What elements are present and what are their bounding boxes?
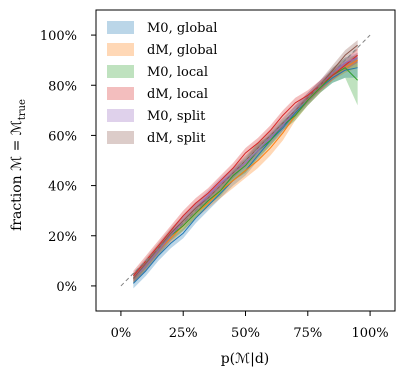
x-axis-ticks: 0% 25% 50% 75% 100% <box>111 311 389 341</box>
series-band-4 <box>133 52 358 284</box>
legend: M0, global dM, global M0, local dM, local M0… <box>107 21 217 146</box>
legend-label: dM, global <box>147 43 217 58</box>
legend-label: M0, local <box>147 65 208 80</box>
y-tick-label: 40% <box>48 180 77 195</box>
legend-label: M0, global <box>147 21 217 36</box>
legend-swatch <box>107 87 134 100</box>
x-tick-label: 100% <box>351 326 388 341</box>
series-band-1 <box>133 52 358 284</box>
y-tick-label: 20% <box>48 230 77 245</box>
y-tick-label: 0% <box>56 280 77 295</box>
legend-swatch <box>107 109 134 122</box>
y-tick-label: 60% <box>48 129 77 144</box>
y-axis-label-main: fraction ℳ = ℳ <box>9 120 25 231</box>
series-band-5 <box>133 40 358 284</box>
series-band-2 <box>133 55 358 284</box>
reference-line <box>120 34 371 287</box>
legend-swatch <box>107 131 134 144</box>
x-tick-label: 50% <box>231 326 260 341</box>
series-band-0 <box>133 57 358 289</box>
x-tick-label: 75% <box>293 326 322 341</box>
legend-label: dM, local <box>147 87 208 102</box>
legend-swatch <box>107 21 134 34</box>
x-tick-label: 0% <box>111 326 132 341</box>
legend-label: M0, split <box>147 109 206 124</box>
legend-swatch <box>107 65 134 78</box>
legend-swatch <box>107 43 134 56</box>
y-tick-label: 80% <box>48 79 77 94</box>
y-axis-label-subscript: true <box>17 99 28 120</box>
x-tick-label: 25% <box>169 326 198 341</box>
plot-area <box>120 34 371 289</box>
y-axis-ticks: 0% 20% 40% 60% 80% 100% <box>40 29 96 295</box>
y-tick-label: 100% <box>40 29 77 44</box>
y-axis-label: fraction ℳ = ℳtrue <box>9 99 28 231</box>
legend-label: dM, split <box>147 131 206 146</box>
x-axis-label: p(ℳ|d) <box>221 351 270 367</box>
